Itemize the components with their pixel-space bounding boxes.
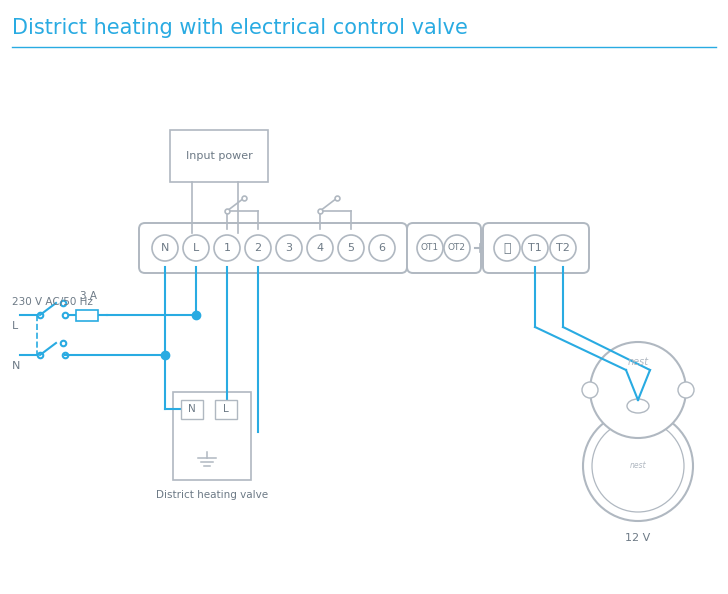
FancyBboxPatch shape (483, 223, 589, 273)
Text: Input power: Input power (186, 151, 253, 161)
Text: L: L (193, 243, 199, 253)
Text: nest: nest (628, 357, 649, 367)
Text: 4: 4 (317, 243, 323, 253)
Circle shape (369, 235, 395, 261)
Text: 6: 6 (379, 243, 386, 253)
Text: ⏚: ⏚ (503, 242, 511, 254)
Circle shape (550, 235, 576, 261)
Circle shape (152, 235, 178, 261)
Text: 12 V: 12 V (625, 533, 651, 543)
Circle shape (582, 382, 598, 398)
Text: 5: 5 (347, 243, 355, 253)
Text: District heating valve: District heating valve (156, 490, 268, 500)
FancyBboxPatch shape (139, 223, 407, 273)
Text: 2: 2 (255, 243, 261, 253)
Circle shape (583, 411, 693, 521)
Text: T2: T2 (556, 243, 570, 253)
Text: 3: 3 (285, 243, 293, 253)
Text: OT1: OT1 (421, 244, 439, 252)
Circle shape (444, 235, 470, 261)
Circle shape (590, 342, 686, 438)
Circle shape (338, 235, 364, 261)
Circle shape (494, 235, 520, 261)
Text: L: L (223, 404, 229, 414)
Bar (181, 400, 203, 419)
Bar (76, 309, 98, 321)
Text: nest: nest (630, 462, 646, 470)
Circle shape (678, 382, 694, 398)
Text: L: L (12, 321, 18, 331)
Text: N: N (188, 404, 196, 414)
Text: 230 V AC/50 Hz: 230 V AC/50 Hz (12, 297, 93, 307)
Text: T1: T1 (528, 243, 542, 253)
FancyBboxPatch shape (407, 223, 481, 273)
Text: 1: 1 (223, 243, 231, 253)
Circle shape (183, 235, 209, 261)
Bar (215, 400, 237, 419)
Circle shape (592, 420, 684, 512)
Ellipse shape (627, 399, 649, 413)
Text: District heating with electrical control valve: District heating with electrical control… (12, 18, 468, 38)
Circle shape (245, 235, 271, 261)
Text: OT2: OT2 (448, 244, 466, 252)
Text: 3 A: 3 A (79, 291, 97, 301)
Bar (170, 130, 268, 182)
Circle shape (276, 235, 302, 261)
Circle shape (417, 235, 443, 261)
Bar (173, 392, 251, 480)
Circle shape (522, 235, 548, 261)
Circle shape (307, 235, 333, 261)
Circle shape (214, 235, 240, 261)
Text: N: N (161, 243, 169, 253)
Text: N: N (12, 361, 20, 371)
